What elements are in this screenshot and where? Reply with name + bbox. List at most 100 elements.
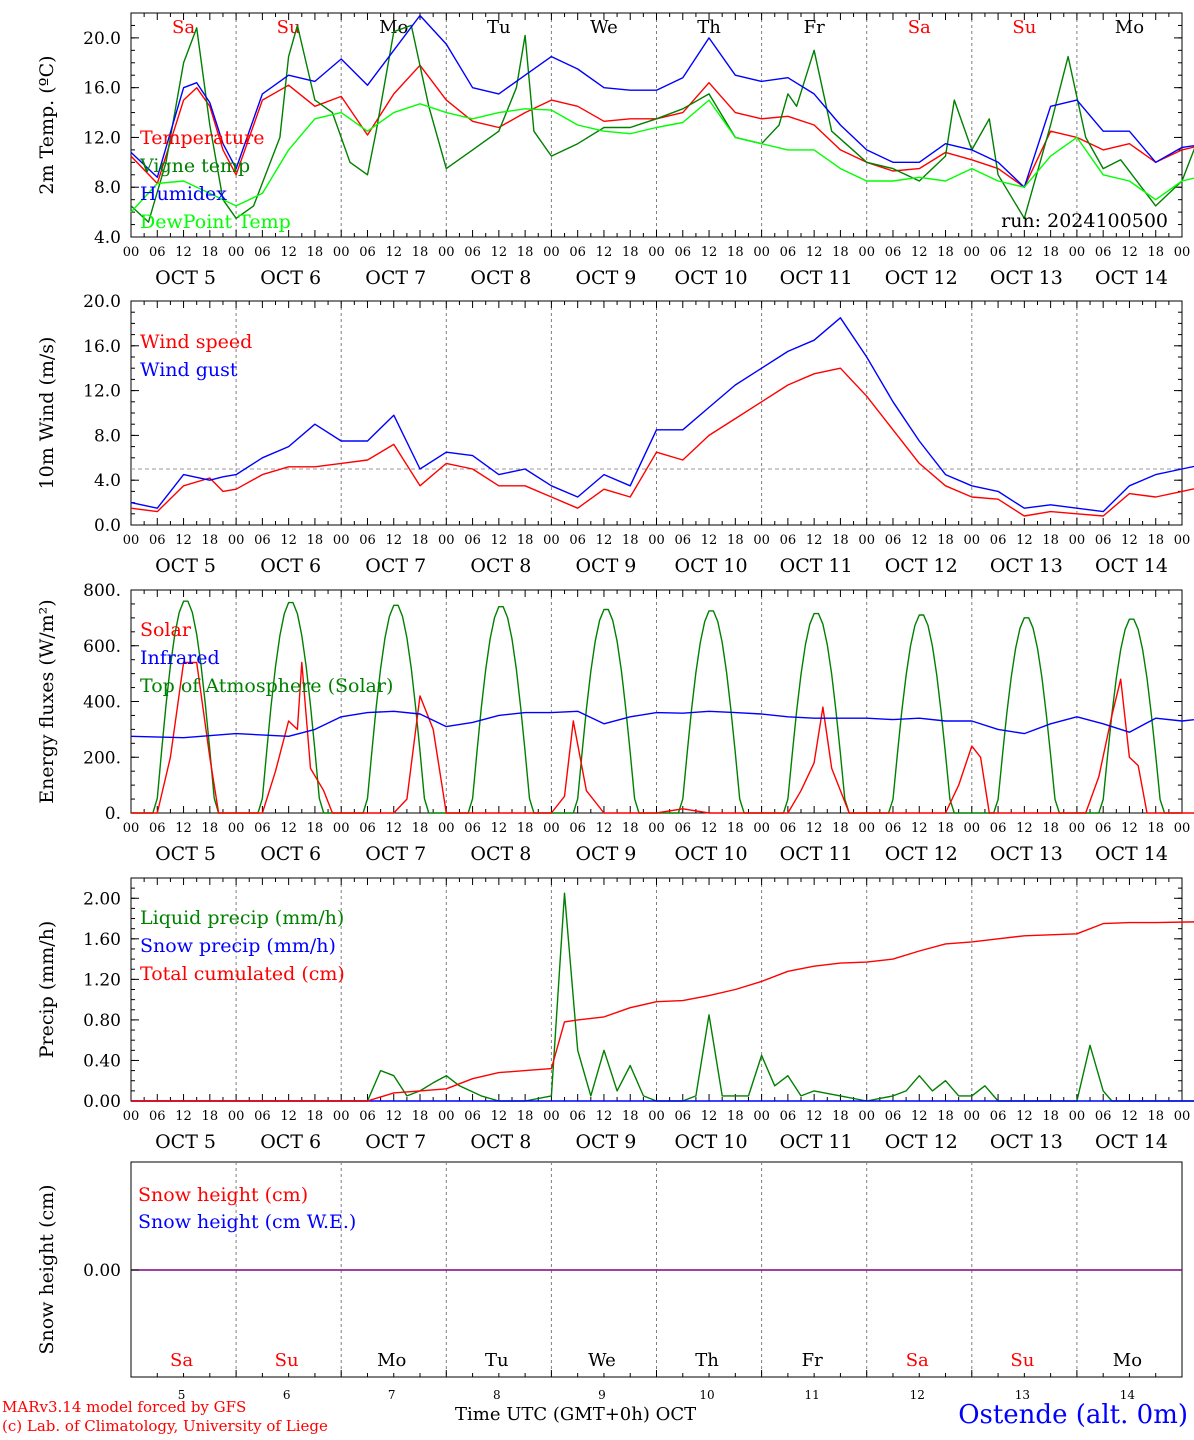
- weekday-label: Su: [275, 1350, 299, 1371]
- weekday-label: Sa: [172, 17, 195, 38]
- hour-tick-label: 12: [701, 821, 718, 836]
- hour-tick-label: 12: [280, 533, 297, 548]
- hour-tick-label: 18: [412, 245, 429, 260]
- model-line: MARv3.14 model forced by GFS: [2, 1398, 247, 1416]
- hour-tick-label: 06: [569, 1109, 586, 1124]
- y-tick-label: 8.0: [94, 426, 121, 446]
- day-number-label: 7: [388, 1388, 396, 1402]
- y-tick-label: 600.: [83, 637, 121, 657]
- y-tick-label: 2.00: [83, 889, 121, 909]
- hour-tick-label: 12: [911, 1109, 928, 1124]
- hour-tick-label: 18: [202, 1109, 219, 1124]
- hour-tick-label: 06: [149, 533, 166, 548]
- weekday-label: Th: [695, 1350, 719, 1371]
- y-tick-label: 0.00: [83, 1092, 121, 1112]
- date-label: OCT 13: [990, 555, 1063, 577]
- hour-tick-label: 12: [385, 533, 402, 548]
- weekday-label: Tu: [485, 1350, 509, 1371]
- hour-tick-label: 18: [517, 533, 534, 548]
- hour-tick-label: 12: [596, 1109, 613, 1124]
- hour-tick-label: 12: [596, 533, 613, 548]
- y-tick-label: 200.: [83, 748, 121, 768]
- day-number-label: 5: [178, 1388, 186, 1402]
- hour-tick-label: 18: [1147, 245, 1164, 260]
- hour-tick-label: 00: [228, 533, 245, 548]
- run-label: run: 2024100500: [1001, 210, 1168, 232]
- date-label: OCT 5: [155, 843, 216, 865]
- hour-tick-label: 18: [937, 1109, 954, 1124]
- day-number-label: 8: [493, 1388, 501, 1402]
- legend-entry: Infrared: [140, 647, 220, 669]
- legend-entry: DewPoint Temp: [140, 211, 291, 233]
- hour-tick-label: 00: [964, 821, 981, 836]
- y-tick-label: 1.20: [83, 970, 121, 990]
- hour-tick-label: 06: [675, 1109, 692, 1124]
- hour-tick-label: 12: [701, 533, 718, 548]
- hour-tick-label: 06: [780, 1109, 797, 1124]
- hour-tick-label: 12: [175, 1109, 192, 1124]
- date-label: OCT 12: [885, 843, 958, 865]
- hour-tick-label: 18: [307, 821, 324, 836]
- y-tick-label: 0.0: [94, 516, 121, 536]
- date-label: OCT 8: [470, 267, 531, 289]
- day-number-label: 13: [1015, 1388, 1030, 1402]
- hour-tick-label: 18: [1042, 1109, 1059, 1124]
- hour-tick-label: 12: [491, 245, 508, 260]
- hour-tick-label: 00: [858, 821, 875, 836]
- legend-entry: Snow precip (mm/h): [140, 935, 336, 957]
- y-tick-label: 0.: [105, 804, 121, 824]
- hour-tick-label: 18: [1147, 1109, 1164, 1124]
- date-label: OCT 9: [575, 555, 636, 577]
- hour-tick-label: 12: [385, 1109, 402, 1124]
- hour-tick-label: 06: [990, 245, 1007, 260]
- day-number-label: 12: [910, 1388, 925, 1402]
- weekday-label: Tu: [487, 17, 511, 38]
- hour-tick-label: 00: [228, 821, 245, 836]
- hour-tick-label: 00: [438, 821, 455, 836]
- date-label: OCT 6: [260, 267, 321, 289]
- y-tick-label: 12.0: [83, 382, 121, 402]
- plot-frame: [130, 589, 1183, 814]
- hour-tick-label: 00: [964, 1109, 981, 1124]
- hour-tick-label: 00: [753, 1109, 770, 1124]
- hour-tick-label: 06: [1095, 245, 1112, 260]
- hour-tick-label: 00: [1069, 245, 1086, 260]
- y-tick-label: 0.00: [83, 1261, 121, 1281]
- hour-tick-label: 18: [202, 533, 219, 548]
- hour-tick-label: 12: [1016, 1109, 1033, 1124]
- hour-tick-label: 12: [491, 533, 508, 548]
- hour-tick-label: 06: [885, 245, 902, 260]
- weekday-label: Mo: [1115, 17, 1144, 38]
- hour-tick-label: 18: [622, 245, 639, 260]
- x-axis-title: Time UTC (GMT+0h) OCT: [455, 1404, 697, 1425]
- date-label: OCT 8: [470, 1131, 531, 1153]
- hour-tick-label: 06: [464, 245, 481, 260]
- hour-tick-label: 06: [569, 245, 586, 260]
- series-wind-speed: [130, 367, 1194, 517]
- hour-tick-label: 18: [937, 245, 954, 260]
- hour-tick-label: 06: [464, 1109, 481, 1124]
- date-label: OCT 5: [155, 267, 216, 289]
- date-label: OCT 7: [365, 1131, 426, 1153]
- weekday-label: Th: [697, 17, 721, 38]
- hour-tick-label: 12: [596, 821, 613, 836]
- y-tick-label: 1.60: [83, 930, 121, 950]
- date-label: OCT 14: [1095, 843, 1168, 865]
- date-label: OCT 10: [675, 843, 748, 865]
- weekday-label: Su: [1012, 17, 1036, 38]
- hour-tick-label: 12: [596, 245, 613, 260]
- y-tick-label: 20.0: [83, 29, 121, 49]
- hour-tick-label: 18: [202, 245, 219, 260]
- legend-entry: Total cumulated (cm): [140, 963, 345, 985]
- weekday-label: Fr: [804, 17, 825, 38]
- y-axis-title: Energy fluxes (W/m²): [36, 599, 58, 803]
- date-label: OCT 6: [260, 1131, 321, 1153]
- date-label: OCT 8: [470, 843, 531, 865]
- weekday-label: We: [590, 17, 618, 38]
- hour-tick-label: 18: [517, 245, 534, 260]
- hour-tick-label: 00: [648, 245, 665, 260]
- hour-tick-label: 06: [149, 245, 166, 260]
- hour-tick-label: 06: [780, 821, 797, 836]
- hour-tick-label: 12: [385, 821, 402, 836]
- hour-tick-label: 18: [727, 821, 744, 836]
